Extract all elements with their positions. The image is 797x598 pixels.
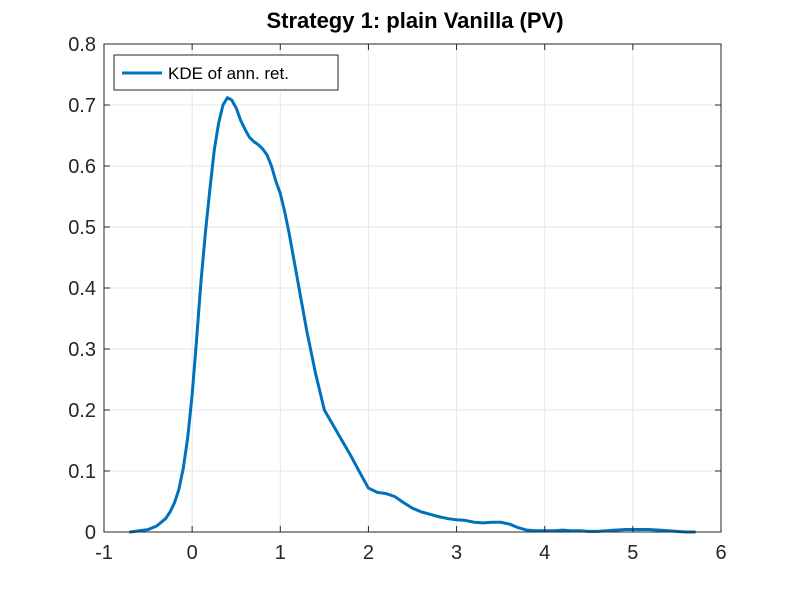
y-tick-label: 0.3 [68,339,96,361]
x-tick-label: 1 [275,542,286,564]
x-tick-label: 5 [627,542,638,564]
legend-label: KDE of ann. ret. [168,64,289,83]
y-tick-label: 0.7 [68,95,96,117]
axis-ticks: -1 0 1 2 3 4 5 600.10.20.30.40.50.60.70.8 [68,34,726,564]
chart-title: Strategy 1: plain Vanilla (PV) [266,8,563,33]
x-tick-label: 2 [363,542,374,564]
x-tick-label: 6 [715,542,726,564]
grid-lines [103,43,722,533]
x-tick-label: -1 [95,542,113,564]
x-tick-label: 0 [187,542,198,564]
y-tick-label: 0.4 [68,278,96,300]
x-tick-label: 4 [539,542,550,564]
y-tick-label: 0.1 [68,461,96,483]
y-tick-label: 0 [85,522,96,544]
series-line-kde [128,96,697,534]
series-layer [128,96,697,534]
y-tick-label: 0.6 [68,156,96,178]
y-tick-label: 0.8 [68,34,96,56]
y-tick-label: 0.2 [68,400,96,422]
x-tick-label: 3 [451,542,462,564]
legend: KDE of ann. ret. [113,54,339,91]
y-tick-label: 0.5 [68,217,96,239]
